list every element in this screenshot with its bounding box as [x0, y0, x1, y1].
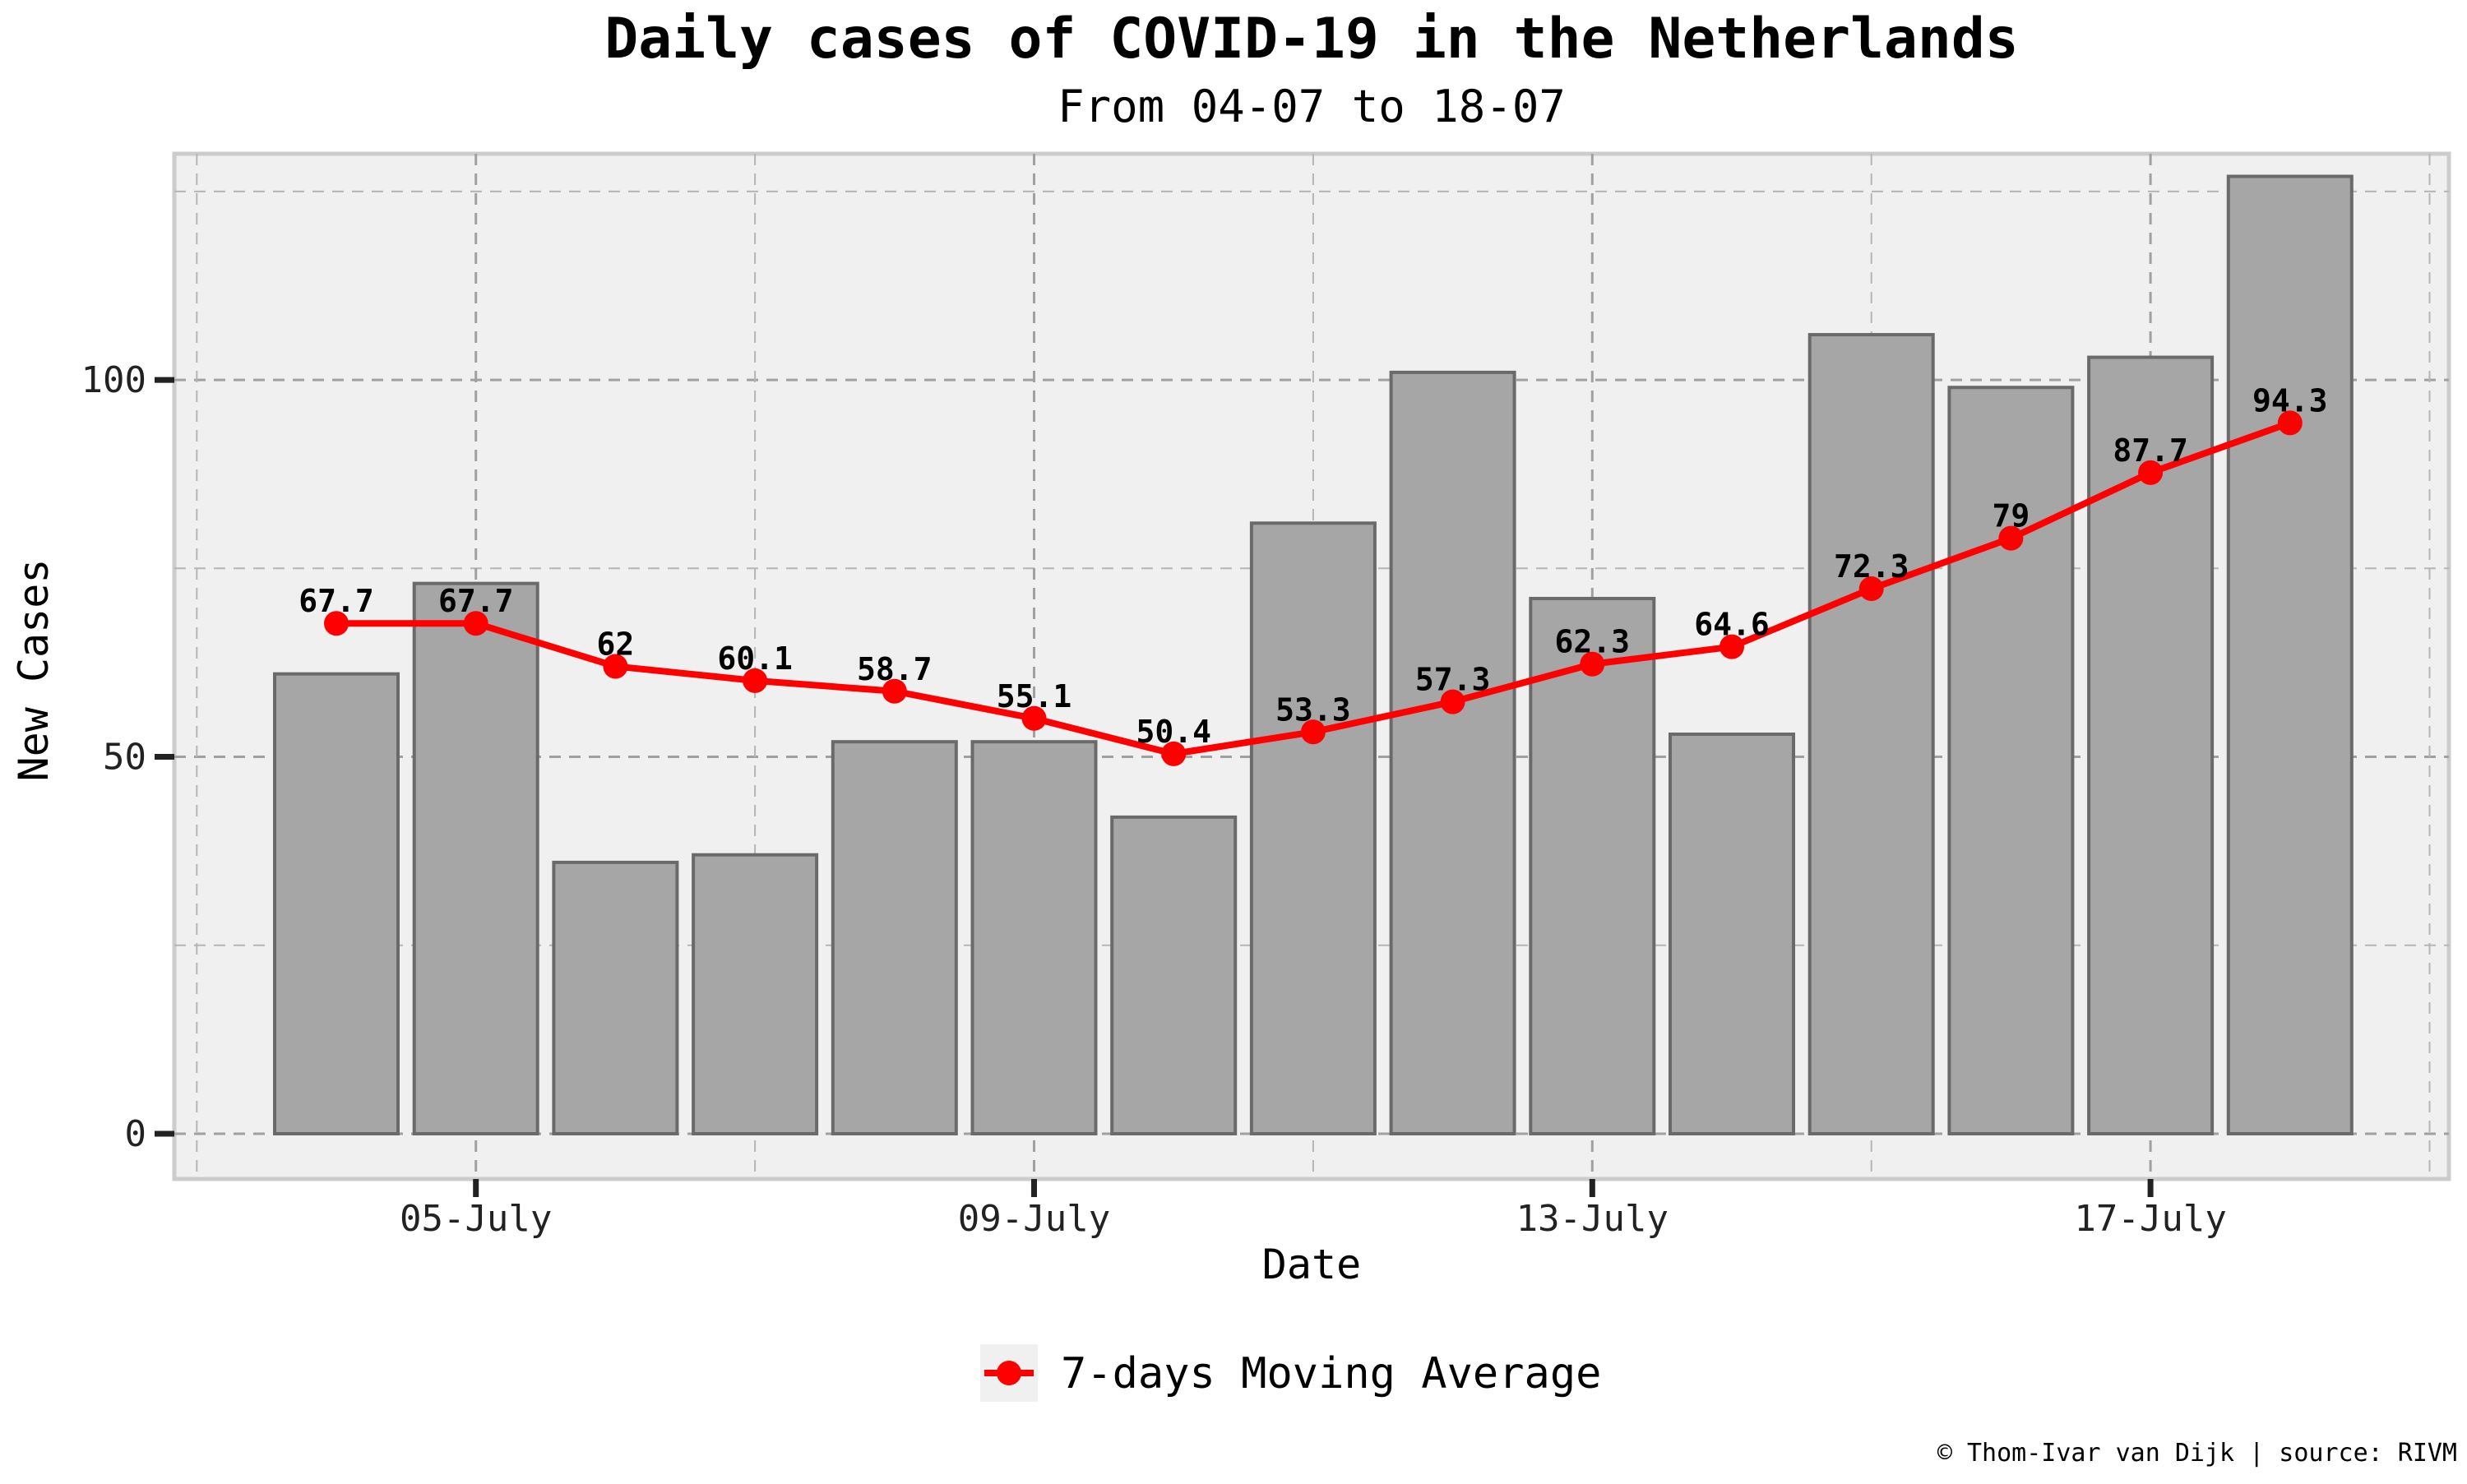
bar-15-07	[1807, 333, 1935, 1135]
bar-12-07	[1389, 370, 1516, 1135]
bar-11-07	[1249, 521, 1377, 1135]
ma-point-13-07	[1580, 651, 1605, 677]
bar-08-07	[831, 740, 958, 1135]
y-tick-label: 0	[125, 1113, 147, 1155]
ma-point-12-07	[1440, 689, 1465, 714]
x-tick-label: 09-July	[958, 1198, 1110, 1240]
bar-09-07	[970, 740, 1098, 1135]
ma-point-15-07	[1858, 576, 1884, 602]
bar-17-07	[2087, 355, 2215, 1135]
x-tick-label: 05-July	[400, 1198, 552, 1240]
ma-point-18-07	[2277, 410, 2303, 436]
axes: 0 50 100 05-July 09-July 13-July 17-July	[81, 359, 2227, 1240]
x-tick-label: 13-July	[1516, 1198, 1669, 1240]
ma-data-label: 64.6	[1694, 607, 1770, 643]
ma-point-05-07	[463, 611, 488, 636]
ma-data-label: 62	[597, 626, 635, 663]
ma-data-label: 79	[1993, 498, 2030, 534]
bar-series	[273, 174, 2354, 1135]
bar-10-07	[1110, 815, 1238, 1135]
ma-point-16-07	[1998, 525, 2024, 551]
bar-18-07	[2226, 174, 2354, 1135]
ma-data-label: 57.3	[1415, 662, 1491, 698]
ma-point-09-07	[1021, 705, 1047, 731]
ma-data-label: 94.3	[2252, 382, 2328, 418]
y-tick-label: 50	[103, 737, 146, 779]
bar-16-07	[1947, 386, 2075, 1135]
ma-data-label: 72.3	[1834, 548, 1909, 585]
ma-point-07-07	[743, 668, 768, 693]
ma-data-label: 62.3	[1555, 624, 1631, 660]
ma-data-label: 67.7	[438, 583, 514, 619]
bar-07-07	[692, 853, 819, 1135]
legend-label: 7-days Moving Average	[1061, 1349, 1601, 1398]
ma-point-04-07	[324, 611, 349, 636]
bar-14-07	[1669, 733, 1795, 1135]
chart-subtitle: From 04-07 to 18-07	[1058, 81, 1566, 132]
data-labels: 67.7 67.7 62 60.1 58.7 55.1 50.4 53.3 57.3 62.3 64…	[299, 382, 2327, 750]
x-tick-label: 17-July	[2074, 1198, 2226, 1240]
ma-point-06-07	[603, 654, 628, 679]
moving-average-series	[324, 410, 2303, 766]
legend-marker-icon	[997, 1361, 1021, 1385]
ma-point-14-07	[1719, 634, 1744, 659]
ma-point-10-07	[1161, 741, 1187, 766]
ma-data-label: 67.7	[299, 583, 374, 619]
legend: 7-days Moving Average	[980, 1344, 1601, 1402]
ma-point-17-07	[2138, 460, 2164, 485]
ma-point-08-07	[882, 678, 907, 704]
ma-data-label: 50.4	[1136, 714, 1211, 750]
bar-04-07	[273, 672, 400, 1135]
bar-13-07	[1529, 596, 1656, 1135]
chart-title: Daily cases of COVID-19 in the Netherlan…	[604, 7, 2018, 72]
ma-point-11-07	[1300, 719, 1326, 745]
bar-06-07	[552, 860, 679, 1135]
bar-05-07	[412, 581, 539, 1135]
y-tick-label: 100	[81, 359, 146, 401]
ma-data-label: 58.7	[857, 651, 933, 687]
ma-data-label: 55.1	[997, 678, 1072, 714]
caption: © Thom-Ivar van Dijk | source: RIVM	[1937, 1439, 2457, 1468]
ma-data-label: 53.3	[1275, 691, 1351, 728]
y-axis-title: New Cases	[10, 559, 58, 782]
ma-data-label: 87.7	[2113, 432, 2188, 469]
ma-data-label: 60.1	[717, 640, 793, 677]
x-axis-title: Date	[1262, 1241, 1361, 1288]
